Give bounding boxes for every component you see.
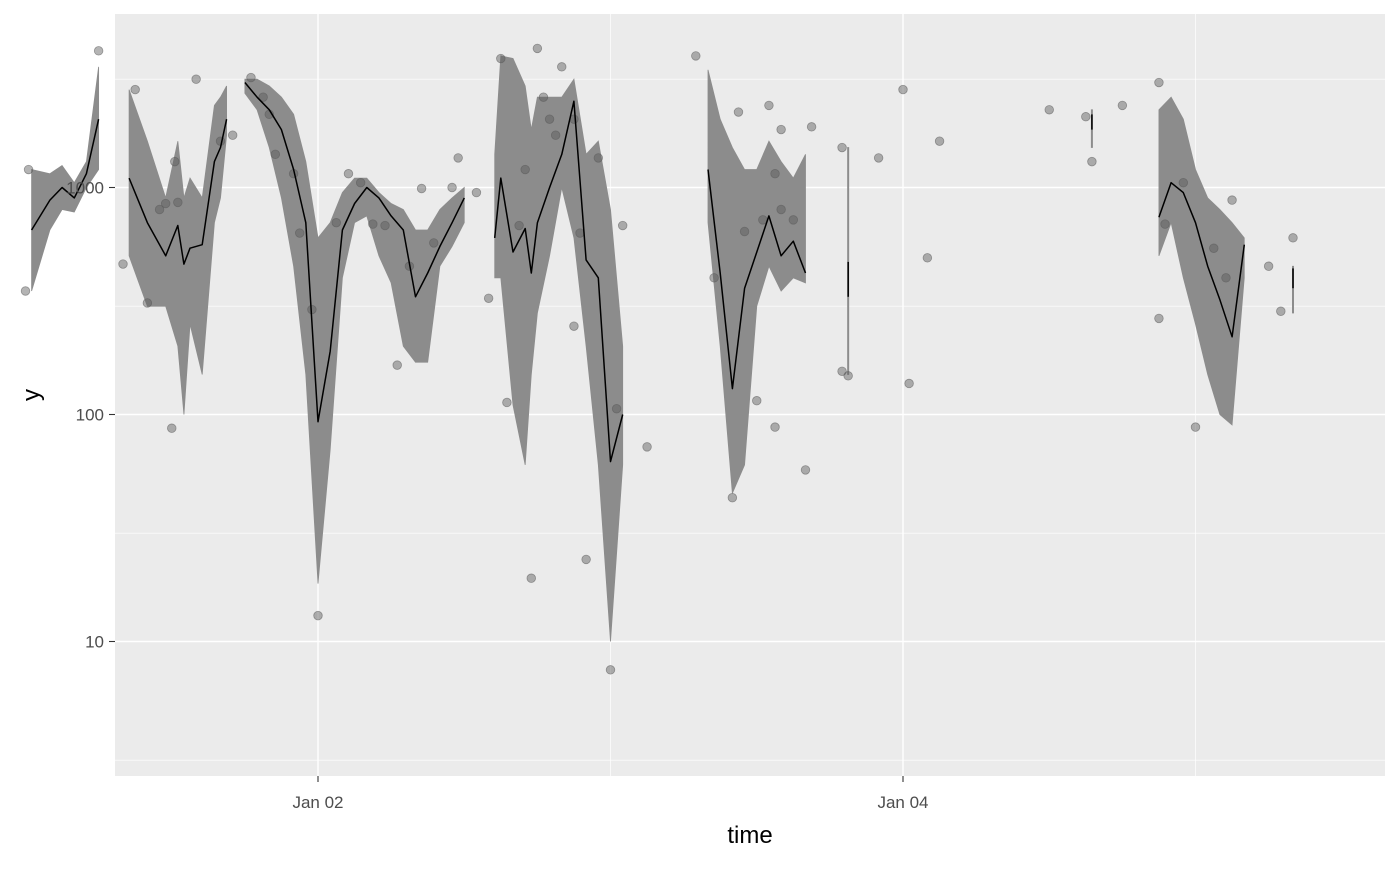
data-point xyxy=(271,150,280,159)
data-point xyxy=(1118,101,1127,110)
y-axis-ticks: 10 100 1000 xyxy=(66,179,115,652)
data-point xyxy=(429,239,438,248)
data-point xyxy=(170,157,179,166)
data-point xyxy=(935,137,944,146)
data-point xyxy=(838,143,847,152)
data-point xyxy=(740,227,749,236)
data-point xyxy=(24,165,33,174)
x-tick-label: Jan 04 xyxy=(877,793,928,812)
ribbon-segment xyxy=(848,148,849,375)
data-point xyxy=(1264,262,1273,271)
data-point xyxy=(789,216,798,225)
data-point xyxy=(1228,196,1237,205)
data-point xyxy=(777,125,786,134)
data-point xyxy=(576,229,585,238)
data-point xyxy=(618,221,627,230)
x-tick-label: Jan 02 xyxy=(292,793,343,812)
data-point xyxy=(771,169,780,178)
data-point xyxy=(1179,178,1188,187)
data-point xyxy=(612,404,621,413)
data-point xyxy=(21,287,30,296)
data-point xyxy=(1088,157,1097,166)
data-point xyxy=(545,115,554,124)
data-point xyxy=(923,254,932,263)
data-point xyxy=(771,423,780,432)
data-point xyxy=(557,63,566,72)
data-point xyxy=(899,85,908,94)
data-point xyxy=(606,666,615,675)
data-point xyxy=(314,611,323,620)
data-point xyxy=(369,220,378,229)
data-point xyxy=(643,443,652,452)
data-point xyxy=(344,169,353,178)
data-point xyxy=(1277,307,1286,316)
data-point xyxy=(131,85,140,94)
data-point xyxy=(503,398,512,407)
data-point xyxy=(247,73,256,82)
data-point xyxy=(765,101,774,110)
y-tick-label: 100 xyxy=(76,406,104,425)
data-point xyxy=(1209,244,1218,253)
data-point xyxy=(710,274,719,283)
x-axis-title: time xyxy=(727,822,772,849)
data-point xyxy=(1082,112,1091,121)
data-point xyxy=(174,198,183,207)
data-point xyxy=(356,178,365,187)
data-point xyxy=(381,221,390,230)
data-point xyxy=(807,123,816,132)
data-point xyxy=(905,379,914,388)
data-point xyxy=(734,108,743,117)
data-point xyxy=(94,47,103,56)
data-point xyxy=(692,52,701,61)
data-point xyxy=(228,131,237,140)
data-point xyxy=(521,165,530,174)
data-point xyxy=(1155,314,1164,323)
data-point xyxy=(527,574,536,583)
data-point xyxy=(192,75,201,84)
data-point xyxy=(515,221,524,230)
data-point xyxy=(551,131,560,140)
data-point xyxy=(448,183,457,192)
data-point xyxy=(417,184,426,193)
data-point xyxy=(844,372,853,381)
data-point xyxy=(1045,105,1054,114)
data-point xyxy=(728,493,737,502)
data-point xyxy=(1289,234,1298,243)
data-point xyxy=(119,260,128,269)
data-point xyxy=(801,466,810,475)
data-point xyxy=(1155,78,1164,87)
data-point xyxy=(167,424,176,433)
data-point xyxy=(533,44,542,53)
data-point xyxy=(472,188,481,197)
data-point xyxy=(582,555,591,564)
data-point xyxy=(161,199,170,208)
y-tick-label: 10 xyxy=(85,633,104,652)
data-point xyxy=(484,294,493,303)
data-point xyxy=(497,54,506,63)
data-point xyxy=(295,229,304,238)
data-point xyxy=(393,361,402,370)
data-point xyxy=(1222,274,1231,283)
data-point xyxy=(874,154,883,163)
data-point xyxy=(752,396,761,405)
data-point xyxy=(143,299,152,308)
data-point xyxy=(539,93,548,102)
data-point xyxy=(777,205,786,214)
data-point xyxy=(1191,423,1200,432)
y-tick-label: 1000 xyxy=(66,179,104,198)
data-point xyxy=(332,218,341,227)
data-point xyxy=(454,154,463,163)
y-axis-title: y xyxy=(18,389,45,401)
data-point xyxy=(1161,220,1170,229)
data-point xyxy=(594,154,603,163)
data-point xyxy=(570,322,579,331)
